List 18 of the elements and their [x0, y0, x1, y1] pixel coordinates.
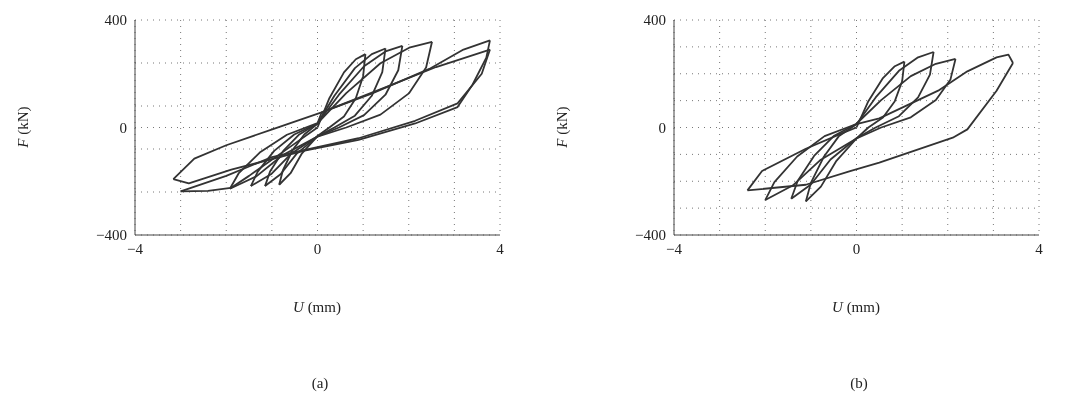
y-tick-label: −400: [635, 227, 666, 244]
text: (b): [849, 375, 869, 392]
y-tick-label: −400: [96, 227, 127, 244]
x-axis-title: U (mm): [832, 299, 880, 316]
x-axis-title: U (mm): [293, 299, 341, 316]
text: (a): [310, 375, 330, 392]
y-tick-label: 0: [119, 119, 127, 136]
y-axis-title: F (kN): [554, 106, 571, 149]
y-tick-label: 0: [658, 119, 666, 136]
x-tick-label: 4: [496, 240, 505, 257]
x-tick-label: 0: [852, 240, 861, 257]
x-tick-label: 4: [1035, 240, 1044, 257]
x-tick-label: −4: [666, 240, 683, 257]
y-tick-label: 400: [643, 12, 666, 29]
y-axis-title: F (kN): [15, 106, 32, 149]
x-tick-label: 0: [313, 240, 322, 257]
x-tick-label: −4: [127, 240, 144, 257]
y-tick-label: 400: [104, 12, 127, 29]
